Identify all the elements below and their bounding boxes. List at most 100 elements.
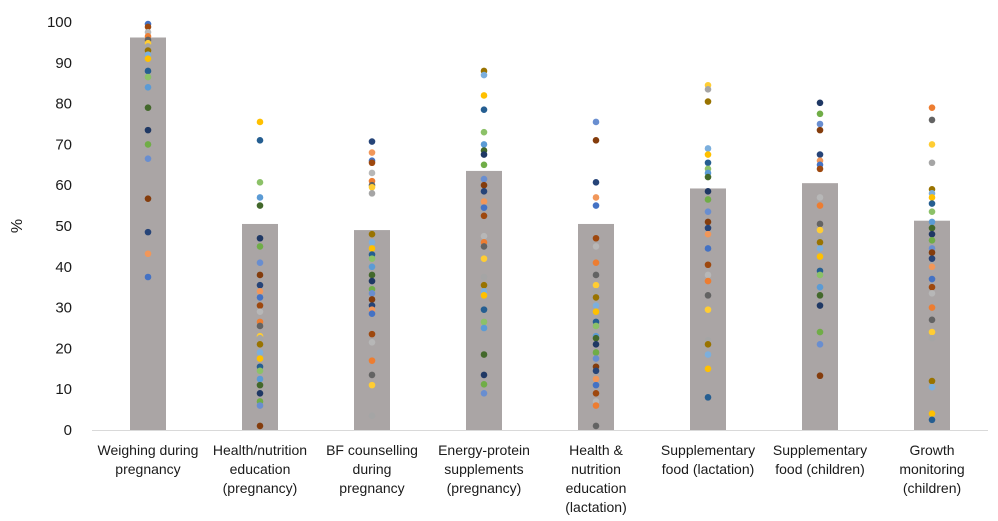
data-point [480,204,488,211]
data-point [592,194,600,201]
data-point [480,71,488,79]
data-point [480,141,488,148]
data-point [368,138,376,145]
data-point [144,126,152,134]
data-point [368,245,376,252]
data-point [256,341,264,348]
data-point [704,208,712,216]
data-point [704,341,712,348]
data-point [480,255,488,262]
data-point [480,198,488,205]
data-point [704,230,712,238]
data-point [592,118,600,126]
data-point [928,249,936,256]
x-category-label-line: (lactation) [565,499,626,515]
data-point [144,73,152,81]
data-point [592,389,600,397]
y-tick-label: 30 [55,300,72,317]
data-point [592,355,600,362]
y-tick-label: 40 [55,259,72,276]
x-category-label: Health/nutrition education (pregnancy) [213,442,307,496]
y-tick-label: 100 [47,14,72,31]
data-point [592,137,600,144]
data-point [704,292,712,299]
data-point [928,290,936,297]
data-point [256,137,264,144]
x-category-label-line: Supplementary [661,442,755,458]
data-point [480,181,488,189]
data-point [816,245,824,252]
data-point [704,98,712,105]
data-point [368,149,376,156]
data-point [256,375,264,383]
data-point [144,83,152,91]
data-point [592,302,600,309]
x-category-label-line: (children) [903,480,961,496]
data-point [816,120,824,128]
data-point [256,422,264,430]
data-point [592,271,600,279]
x-category-label-line: monitoring [899,461,964,477]
x-category-label-line: during [353,461,392,477]
data-point [368,183,376,191]
data-point [704,224,712,232]
data-point [480,232,488,240]
data-point [704,394,712,401]
data-point [928,328,936,336]
data-point [816,292,824,299]
data-point [144,67,152,75]
data-point [480,351,488,358]
data-point [480,381,488,388]
x-category-label-line: Energy-protein [438,442,530,458]
data-point [256,308,264,315]
data-point [256,281,264,289]
x-category-label: Supplementary food (children) [773,442,867,477]
data-point [256,402,264,409]
data-point [592,334,600,342]
data-point [704,86,712,93]
data-point [256,202,264,209]
data-point [928,236,936,244]
data-point [592,179,600,186]
data-point [592,322,600,330]
data-point [480,318,488,326]
data-point [704,261,712,269]
x-axis-labels: Weighing during pregnancy Health/nutrition… [98,442,965,515]
y-axis-ticks: 0 10 20 30 40 50 60 70 80 90 100 [47,14,72,439]
data-point [928,316,936,324]
data-point [928,159,936,167]
data-point [144,273,152,281]
x-category-label-line: BF counselling [326,442,418,458]
data-point [256,334,264,342]
x-category-label-line: Growth [909,442,954,458]
y-tick-label: 10 [55,381,72,398]
data-point [928,304,936,311]
x-category-label-line: pregnancy [339,480,404,496]
data-point [704,188,712,195]
data-point [928,224,936,232]
x-category-label: Supplementary food (lactation) [661,442,755,477]
data-point [928,334,936,342]
data-point [368,159,376,167]
x-category-label-line: (pregnancy) [447,480,522,496]
data-point [368,290,376,297]
data-point [704,245,712,252]
data-point [928,275,936,283]
data-point [368,357,376,364]
x-category-label: Health & nutrition education (lactation) [565,442,626,515]
data-point [928,283,936,291]
data-point [704,145,712,152]
y-tick-label: 60 [55,177,72,194]
data-point [368,381,376,389]
data-point [816,271,824,279]
data-point [368,255,376,262]
y-tick-label: 80 [55,96,72,113]
data-point [480,281,488,289]
data-point [816,202,824,209]
data-point [256,234,264,242]
data-point [368,330,376,338]
data-point [480,161,488,169]
data-point [816,126,824,134]
data-point [592,422,600,430]
data-point [256,179,264,186]
